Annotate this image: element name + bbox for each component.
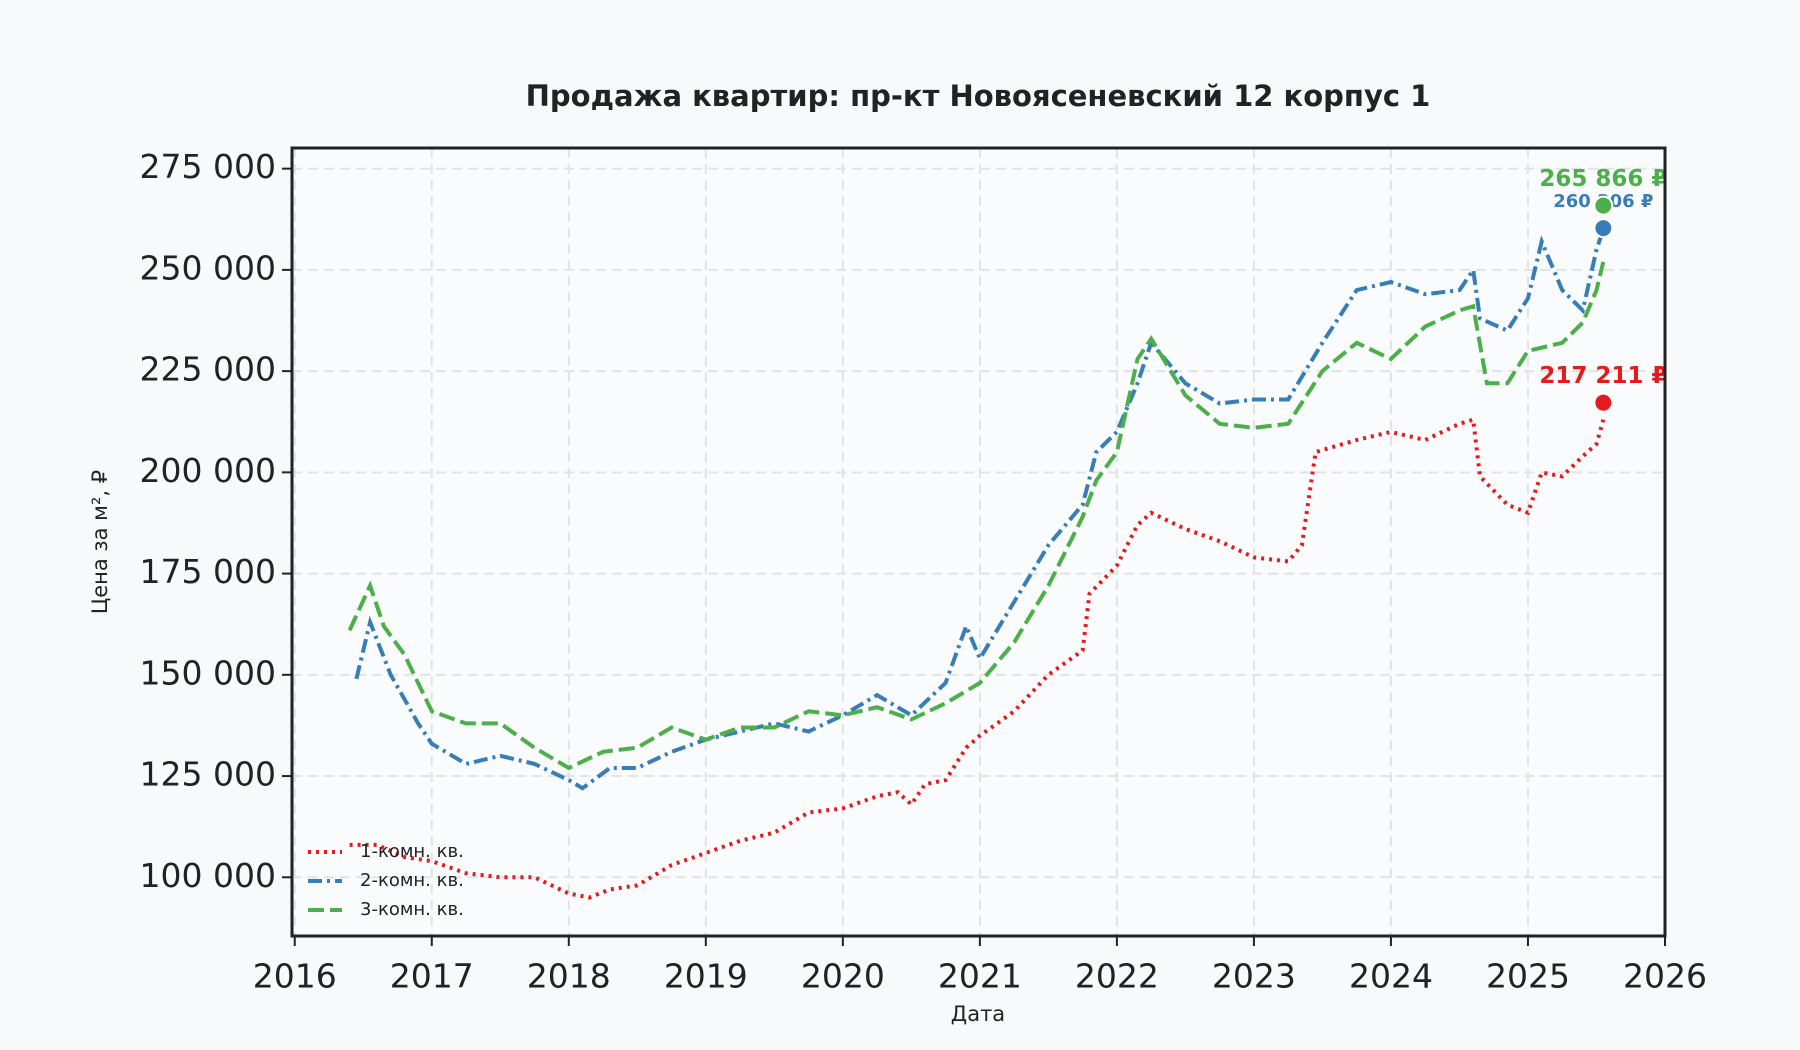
series-line — [349, 417, 1606, 900]
y-tick-label: 175 000 — [140, 552, 276, 591]
y-tick-label: 250 000 — [140, 248, 276, 287]
end-label: 265 866 ₽ — [1539, 166, 1667, 192]
series-line — [354, 228, 1606, 791]
x-tick-label: 2016 — [253, 957, 337, 996]
x-tick-label: 2017 — [390, 957, 474, 996]
chart-title: Продажа квартир: пр-кт Новоясеневский 12… — [526, 79, 1431, 113]
end-label: 217 211 ₽ — [1539, 363, 1667, 389]
series-line — [347, 261, 1606, 771]
x-tick-label: 2023 — [1212, 957, 1296, 996]
legend-label: 2-комн. кв. — [360, 870, 464, 891]
axes-frame — [290, 146, 1667, 938]
legend-label: 1-комн. кв. — [360, 841, 464, 862]
y-tick-label: 200 000 — [140, 451, 276, 490]
x-tick-label: 2018 — [527, 957, 611, 996]
y-tick-label: 125 000 — [140, 755, 276, 794]
legend-label: 3-комн. кв. — [360, 899, 464, 920]
end-marker — [1593, 218, 1614, 239]
y-tick-label: 100 000 — [140, 856, 276, 895]
y-axis-label: Цена за м², ₽ — [88, 470, 112, 614]
end-marker — [1593, 392, 1614, 413]
x-tick-label: 2026 — [1623, 957, 1707, 996]
x-tick-label: 2019 — [664, 957, 748, 996]
x-tick-label: 2025 — [1486, 957, 1570, 996]
x-tick-label: 2024 — [1349, 957, 1433, 996]
x-axis-label: Дата — [951, 1002, 1005, 1026]
x-tick-label: 2022 — [1075, 957, 1159, 996]
y-tick-label: 275 000 — [140, 147, 276, 186]
plot-area — [292, 148, 1665, 936]
end-marker — [1593, 195, 1614, 216]
x-tick-label: 2020 — [801, 957, 885, 996]
y-tick-label: 225 000 — [140, 350, 276, 389]
x-tick-label: 2021 — [938, 957, 1022, 996]
y-tick-label: 150 000 — [140, 653, 276, 692]
